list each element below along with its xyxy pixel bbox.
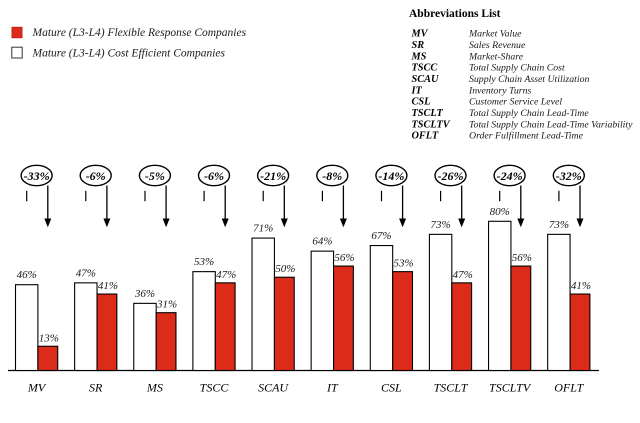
svg-text:71%: 71% <box>253 223 273 235</box>
svg-text:31%: 31% <box>156 299 177 311</box>
svg-text:Total Supply Chain Cost: Total Supply Chain Cost <box>469 63 565 74</box>
svg-text:TSCLTV: TSCLTV <box>412 119 451 130</box>
svg-text:47%: 47% <box>76 267 96 279</box>
svg-text:-5%: -5% <box>145 169 165 183</box>
svg-text:TSCC: TSCC <box>412 63 438 74</box>
svg-text:50%: 50% <box>275 263 295 275</box>
svg-text:SR: SR <box>412 40 425 51</box>
svg-text:OFLT: OFLT <box>412 131 439 142</box>
svg-text:64%: 64% <box>312 236 332 248</box>
svg-text:-8%: -8% <box>322 169 342 183</box>
svg-text:TSCLTV: TSCLTV <box>489 381 532 395</box>
svg-text:-24%: -24% <box>497 169 523 183</box>
svg-text:73%: 73% <box>549 219 569 231</box>
svg-text:-32%: -32% <box>556 169 582 183</box>
svg-text:CSL: CSL <box>412 97 431 108</box>
svg-text:-6%: -6% <box>204 169 224 183</box>
svg-text:Abbreviations List: Abbreviations List <box>409 8 501 20</box>
svg-text:Total Supply Chain Lead-Time V: Total Supply Chain Lead-Time Variability <box>469 119 633 130</box>
svg-text:-21%: -21% <box>260 169 286 183</box>
svg-text:-26%: -26% <box>438 169 464 183</box>
svg-text:-33%: -33% <box>24 169 50 183</box>
svg-text:41%: 41% <box>98 280 118 292</box>
svg-text:SCAU: SCAU <box>412 74 439 85</box>
svg-text:13%: 13% <box>39 332 59 344</box>
svg-text:TSCLT: TSCLT <box>434 381 469 395</box>
svg-text:MS: MS <box>411 51 427 62</box>
svg-text:Order Fulfillment Lead-Time: Order Fulfillment Lead-Time <box>469 131 584 142</box>
svg-text:Total Supply Chain Lead-Time: Total Supply Chain Lead-Time <box>469 108 589 119</box>
svg-text:41%: 41% <box>571 280 591 292</box>
svg-text:56%: 56% <box>512 252 532 264</box>
svg-text:80%: 80% <box>490 206 510 218</box>
svg-text:MV: MV <box>27 381 47 395</box>
svg-text:IT: IT <box>411 85 423 96</box>
svg-text:Mature (L3-L4) Flexible Respon: Mature (L3-L4) Flexible Response Compani… <box>32 27 247 39</box>
svg-text:SCAU: SCAU <box>258 381 289 395</box>
svg-text:53%: 53% <box>394 258 414 270</box>
svg-text:67%: 67% <box>371 230 391 242</box>
svg-text:MV: MV <box>411 29 429 40</box>
svg-text:47%: 47% <box>453 269 473 281</box>
svg-text:Market Value: Market Value <box>468 29 522 40</box>
svg-text:Inventory Turns: Inventory Turns <box>468 85 532 96</box>
svg-text:56%: 56% <box>334 252 354 264</box>
svg-text:-6%: -6% <box>86 169 106 183</box>
svg-text:MS: MS <box>146 381 163 395</box>
svg-text:Market-Share: Market-Share <box>468 51 524 62</box>
svg-text:Supply Chain Asset Utilization: Supply Chain Asset Utilization <box>469 74 589 85</box>
svg-text:Customer Service Level: Customer Service Level <box>469 97 562 108</box>
svg-text:Mature (L3-L4) Cost Efficient: Mature (L3-L4) Cost Efficient Companies <box>32 47 226 59</box>
svg-text:IT: IT <box>326 381 339 395</box>
svg-text:TSCLT: TSCLT <box>412 108 444 119</box>
svg-text:CSL: CSL <box>381 381 402 395</box>
svg-text:36%: 36% <box>134 288 155 300</box>
svg-text:SR: SR <box>89 381 103 395</box>
svg-text:73%: 73% <box>431 219 451 231</box>
svg-text:-14%: -14% <box>378 169 404 183</box>
svg-text:53%: 53% <box>194 256 214 268</box>
svg-text:OFLT: OFLT <box>554 381 584 395</box>
svg-text:46%: 46% <box>17 269 37 281</box>
svg-text:47%: 47% <box>216 269 236 281</box>
svg-text:Sales Revenue: Sales Revenue <box>469 40 526 51</box>
svg-text:TSCC: TSCC <box>200 381 230 395</box>
